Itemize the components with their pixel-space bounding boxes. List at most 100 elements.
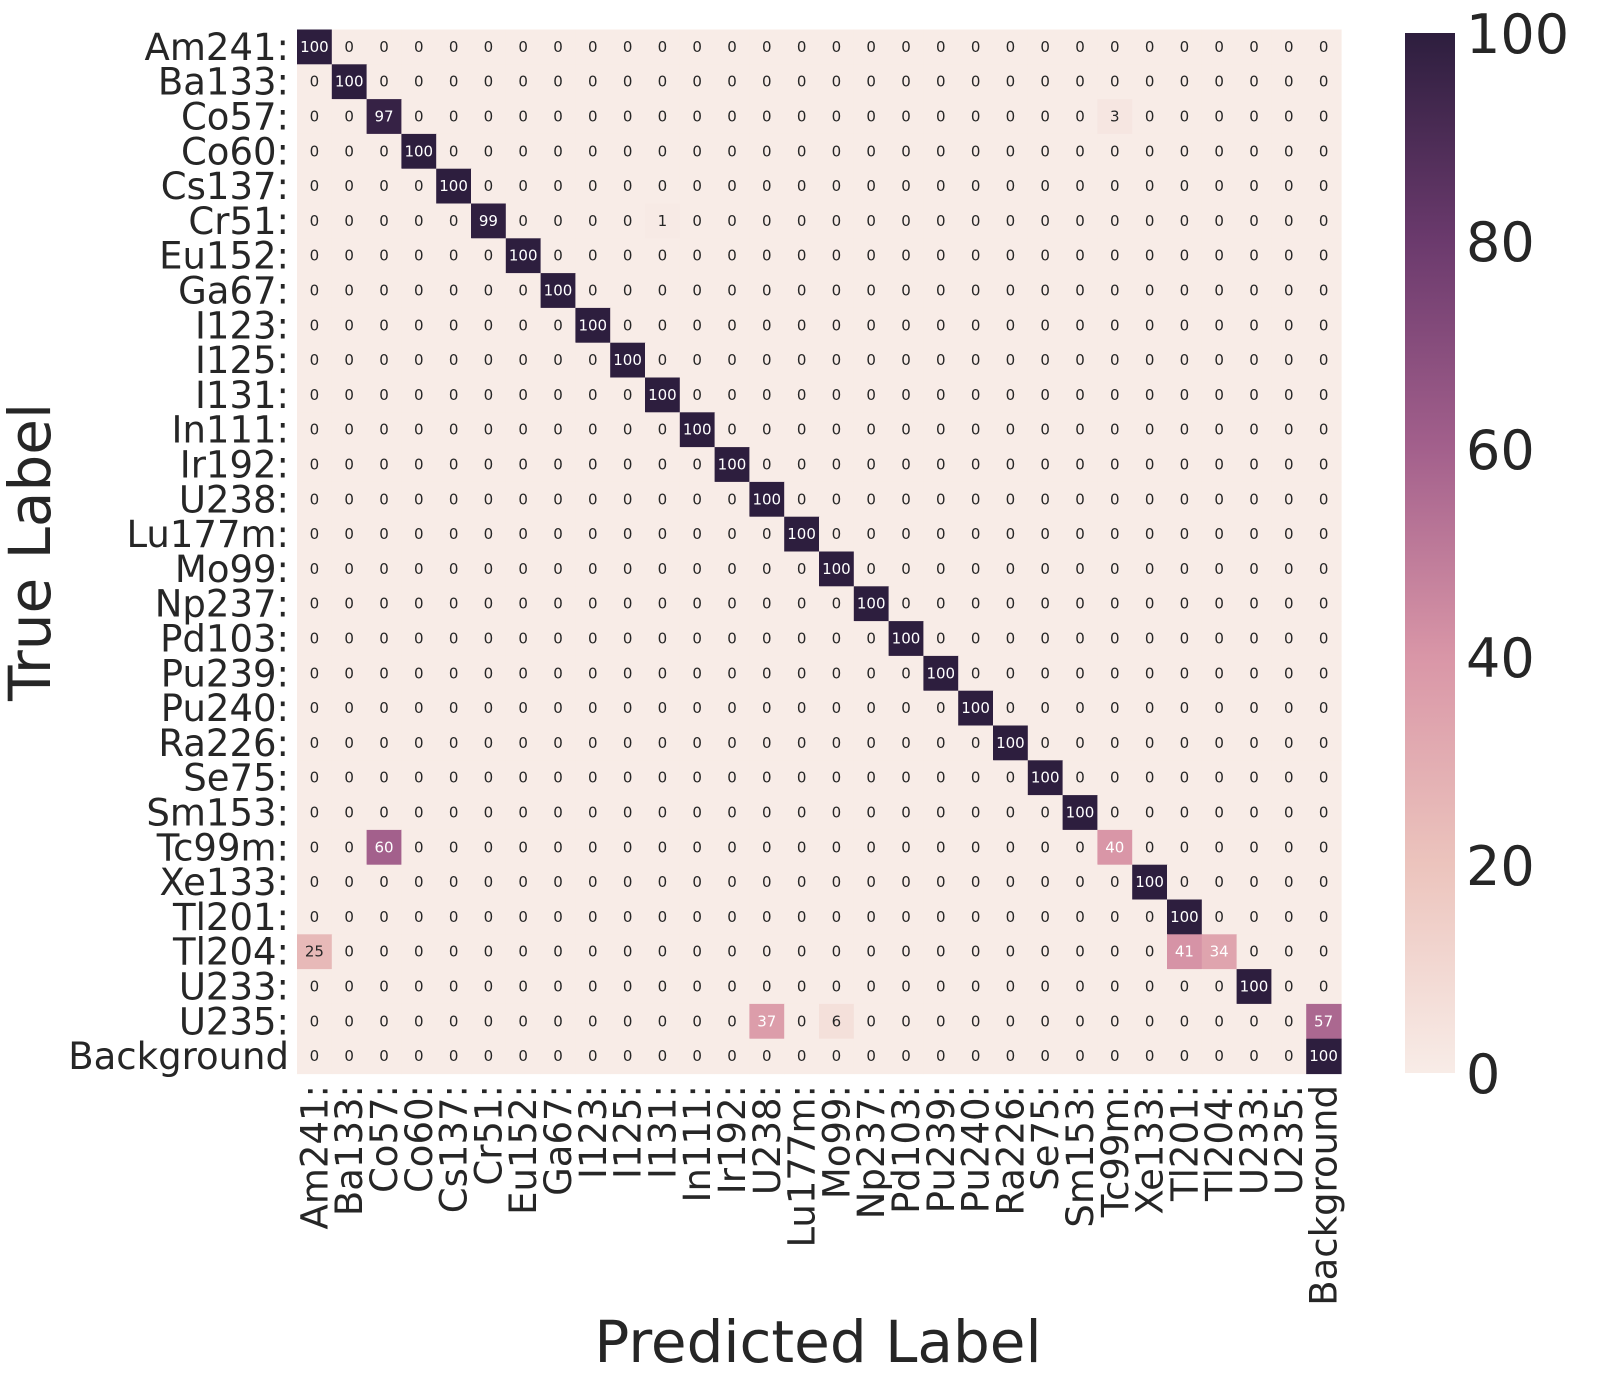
y-tick-label: In111: — [172, 409, 289, 452]
heatmap-cell — [1201, 273, 1238, 309]
heatmap-cell — [714, 690, 750, 727]
cell-value-label: 100 — [1240, 978, 1269, 996]
y-tick-label: Pd103: — [160, 618, 289, 661]
cell-value-label: 0 — [1249, 873, 1259, 891]
cell-value-label: 0 — [1006, 73, 1016, 91]
cell-value-label: 0 — [449, 699, 459, 717]
cell-value-label: 0 — [692, 804, 702, 822]
cell-value-label: 0 — [310, 664, 320, 682]
cell-value-label: 0 — [1110, 421, 1120, 439]
cell-value-label: 0 — [832, 873, 842, 891]
cell-value-label: 0 — [1040, 177, 1050, 195]
cell-value-label: 0 — [1006, 873, 1016, 891]
cell-value-label: 0 — [379, 73, 389, 91]
cell-value-label: 0 — [1040, 282, 1050, 300]
x-tick-label: Tl201: — [1163, 1085, 1206, 1202]
cell-value-label: 0 — [588, 421, 598, 439]
heatmap-cell — [1062, 516, 1098, 553]
heatmap-cell — [1132, 29, 1168, 65]
heatmap-cell — [610, 969, 646, 1005]
heatmap-cell — [505, 551, 542, 587]
cell-value-label: 0 — [1319, 978, 1329, 996]
heatmap-cell — [1097, 377, 1133, 413]
heatmap-cell — [749, 934, 785, 970]
heatmap-cell — [610, 655, 646, 692]
heatmap-cell — [1306, 238, 1342, 274]
cell-value-label: 0 — [379, 386, 389, 404]
heatmap-cell — [1236, 273, 1272, 309]
cell-value-label: 0 — [1006, 247, 1016, 265]
heatmap-cells — [297, 29, 1342, 1075]
cell-value-label: 0 — [1110, 282, 1120, 300]
heatmap-cell — [297, 168, 333, 205]
heatmap-cell — [540, 1003, 576, 1040]
cell-value-label: 0 — [1249, 943, 1259, 961]
cell-value-label: 0 — [1284, 1047, 1294, 1065]
cell-value-label: 0 — [727, 108, 737, 126]
heatmap-cell — [1271, 447, 1307, 483]
x-tick-label: Xe133: — [1129, 1085, 1172, 1215]
cell-value-label: 0 — [692, 838, 702, 856]
cell-value-label: 0 — [1040, 386, 1050, 404]
cell-value-label: 0 — [310, 456, 320, 474]
heatmap-cell — [714, 168, 750, 205]
heatmap-cell — [1062, 864, 1098, 901]
cell-value-label: 0 — [414, 630, 424, 648]
heatmap-cell — [1062, 133, 1098, 170]
heatmap-cell — [819, 586, 855, 622]
cell-value-label: 0 — [936, 490, 946, 508]
cell-value-label: 0 — [936, 316, 946, 334]
cell-value-label: 0 — [658, 769, 668, 787]
cell-value-label: 0 — [762, 595, 772, 613]
heatmap-cell — [819, 64, 855, 100]
heatmap-cell — [540, 203, 576, 239]
cell-value-label: 0 — [414, 212, 424, 230]
heatmap-cell — [888, 934, 924, 970]
heatmap-cell — [331, 551, 368, 587]
heatmap-cell — [610, 864, 646, 901]
y-tick-label: Co60: — [181, 130, 289, 173]
cell-value-label: 0 — [901, 908, 911, 926]
cell-value-label: 0 — [1284, 525, 1294, 543]
heatmap-cell — [575, 447, 611, 483]
cell-value-label: 0 — [344, 560, 354, 578]
cell-value-label: 0 — [1075, 525, 1085, 543]
cell-value-label: 0 — [344, 943, 354, 961]
heatmap-cell — [1306, 829, 1342, 866]
heatmap-cell — [1271, 307, 1307, 344]
heatmap-cell — [1271, 238, 1307, 274]
cell-value-label: 0 — [901, 38, 911, 56]
heatmap-cell — [610, 412, 646, 448]
cell-value-label: 0 — [1110, 595, 1120, 613]
cell-value-label: 0 — [1319, 804, 1329, 822]
cell-value-label: 0 — [379, 804, 389, 822]
cell-value-label: 100 — [544, 282, 573, 300]
cell-value-label: 0 — [762, 108, 772, 126]
cell-value-label: 0 — [1249, 560, 1259, 578]
heatmap-cell — [297, 307, 333, 344]
cell-value-label: 0 — [518, 630, 528, 648]
cell-value-label: 0 — [1075, 908, 1085, 926]
heatmap-cell — [1027, 899, 1064, 935]
cell-value-label: 100 — [578, 316, 607, 334]
cell-value-label: 0 — [518, 177, 528, 195]
cell-value-label: 0 — [344, 804, 354, 822]
heatmap-cell — [993, 99, 1029, 135]
heatmap-cell — [714, 447, 750, 483]
heatmap-cell — [1236, 412, 1272, 448]
heatmap-cell — [401, 64, 437, 100]
cell-value-label: 0 — [1110, 177, 1120, 195]
cell-value-label: 0 — [1249, 1047, 1259, 1065]
heatmap-cell — [645, 760, 681, 796]
cell-value-label: 0 — [1284, 664, 1294, 682]
cell-value-label: 0 — [344, 630, 354, 648]
cell-value-label: 0 — [832, 838, 842, 856]
heatmap-cell — [1027, 1003, 1064, 1040]
heatmap-cell — [471, 969, 507, 1005]
heatmap-cell — [714, 273, 750, 309]
cell-value-label: 0 — [658, 490, 668, 508]
heatmap-cell — [401, 551, 437, 587]
y-tick-label: Cr51: — [188, 200, 289, 243]
heatmap-cell — [679, 1003, 716, 1040]
cell-value-label: 0 — [1110, 351, 1120, 369]
